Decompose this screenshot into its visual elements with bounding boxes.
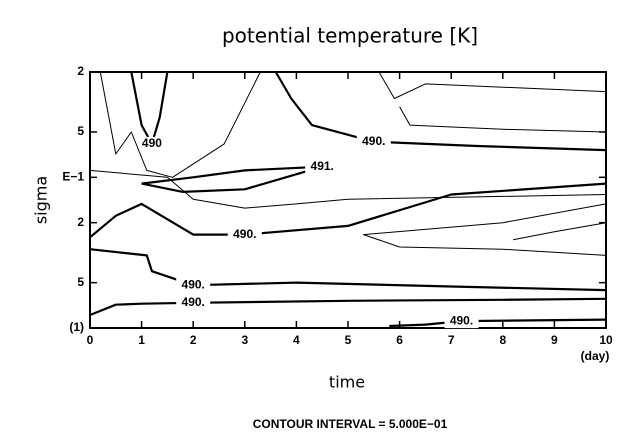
contour-line xyxy=(89,297,607,317)
y-tick-label: 2 xyxy=(77,64,84,78)
x-tick-label: 8 xyxy=(499,333,506,347)
contour-label: 490. xyxy=(450,313,473,327)
contour-label-bg xyxy=(227,227,262,242)
contour-label: 490. xyxy=(182,277,205,291)
x-unit: (day) xyxy=(581,349,610,363)
contour-label: 491. xyxy=(311,159,334,173)
y-tick-label: (1) xyxy=(69,320,84,334)
contour-label-bg xyxy=(356,134,391,149)
contour-label-bg xyxy=(305,159,340,174)
contour-label: 490 xyxy=(142,136,162,150)
contour-label-bg xyxy=(176,295,211,310)
x-tick-label: 1 xyxy=(138,333,145,347)
contour-line xyxy=(99,71,261,178)
y-tick-label: E−1 xyxy=(62,169,84,183)
contour-line xyxy=(378,71,607,99)
contour-line xyxy=(89,169,607,209)
y-tick-label: 5 xyxy=(77,124,84,138)
contour-line xyxy=(513,222,607,241)
x-tick-label: 10 xyxy=(599,333,613,347)
contour-line xyxy=(389,318,607,328)
contour-label-bg xyxy=(444,314,479,329)
contour-label: 490. xyxy=(182,295,205,309)
contour-line xyxy=(363,203,607,256)
x-axis-label: time xyxy=(329,373,365,392)
footer: CONTOUR INTERVAL = 5.000E−01 xyxy=(253,417,448,431)
contour-line xyxy=(141,165,324,193)
x-tick-label: 4 xyxy=(293,333,300,347)
x-tick-label: 6 xyxy=(396,333,403,347)
contour-line xyxy=(89,248,607,292)
x-tick-label: 5 xyxy=(345,333,352,347)
contour-label-bg xyxy=(176,278,211,293)
contour-label: 490. xyxy=(362,134,385,148)
y-axis-label: sigma xyxy=(32,176,51,224)
contour-line xyxy=(274,71,607,152)
x-tick-label: 0 xyxy=(87,333,94,347)
contour-line xyxy=(130,71,169,145)
x-tick-label: 9 xyxy=(551,333,558,347)
y-tick-label: 5 xyxy=(77,275,84,289)
x-tick-label: 3 xyxy=(241,333,248,347)
contour-line xyxy=(89,182,607,239)
x-tick-label: 2 xyxy=(190,333,197,347)
chart-title: potential temperature [K] xyxy=(222,24,478,48)
contour-label: 490. xyxy=(233,227,256,241)
contour-label-bg xyxy=(134,136,169,151)
y-tick-label: 2 xyxy=(77,215,84,229)
contour-line xyxy=(399,106,607,133)
plot-frame xyxy=(89,71,607,329)
x-tick-label: 7 xyxy=(448,333,455,347)
